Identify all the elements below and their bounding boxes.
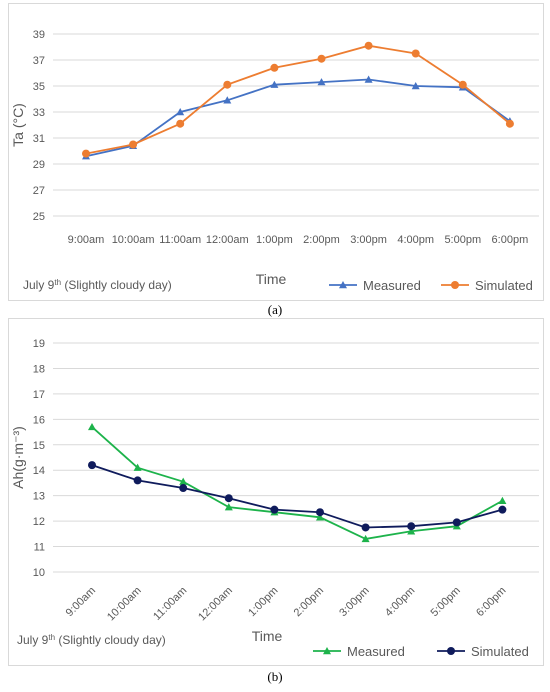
x-tick-label: 4:00pm xyxy=(397,234,434,246)
x-tick-label: 2:00pm xyxy=(292,585,326,619)
y-tick-label: 10 xyxy=(33,567,45,579)
data-point-measured xyxy=(317,78,326,86)
y-tick-label: 18 xyxy=(33,363,45,375)
x-tick-label: 12:00am xyxy=(196,585,235,624)
data-point-simulated xyxy=(270,505,279,514)
data-point-measured xyxy=(364,75,373,83)
y-tick-label: 35 xyxy=(33,81,45,93)
x-tick-label: 10:00am xyxy=(112,234,155,246)
x-tick-label: 1:00pm xyxy=(256,234,293,246)
legend-marker-simulated xyxy=(451,281,459,289)
data-point-measured xyxy=(224,503,233,511)
y-tick-label: 37 xyxy=(33,55,45,67)
y-axis-title: Ta (°C) xyxy=(10,103,26,147)
data-point-measured xyxy=(498,496,507,504)
data-point-simulated xyxy=(223,80,232,89)
temperature-chart: 25 27 29 31 33 35 37 39 9:00am 10:00am 11:00am 12:0… xyxy=(10,29,539,293)
y-tick-label: 17 xyxy=(33,389,45,401)
x-tick-label: 3:00pm xyxy=(350,234,387,246)
humidity-chart: 10 11 12 13 14 15 16 17 18 19 9:00am 10:00am 11:00am… xyxy=(10,338,539,659)
data-point-simulated xyxy=(316,508,324,517)
data-point-measured xyxy=(179,477,188,485)
data-point-measured xyxy=(176,108,185,116)
data-point-measured xyxy=(223,96,232,104)
y-tick-label: 14 xyxy=(33,465,45,477)
data-point-measured xyxy=(407,527,416,535)
data-point-simulated xyxy=(361,523,370,532)
x-tick-label: 1:00pm xyxy=(246,585,280,619)
data-point-measured xyxy=(411,82,420,90)
data-point-measured xyxy=(316,513,324,521)
x-tick-label: 2:00pm xyxy=(303,234,340,246)
y-tick-label: 31 xyxy=(33,133,45,145)
y-tick-label: 11 xyxy=(34,542,45,554)
x-tick-label: 9:00am xyxy=(64,585,98,619)
series-line-simulated xyxy=(91,464,503,529)
x-tick-label: 11:00am xyxy=(159,234,201,246)
data-point-simulated xyxy=(224,494,233,503)
data-point-simulated xyxy=(364,41,373,50)
x-tick-label: 11:00am xyxy=(151,585,189,623)
series-line-measured xyxy=(85,78,511,158)
x-tick-label: 4:00pm xyxy=(383,585,417,619)
data-point-simulated xyxy=(505,119,514,128)
y-tick-label: 19 xyxy=(33,338,45,350)
legend-label-measured: Measured xyxy=(347,644,405,659)
data-point-simulated xyxy=(82,149,90,158)
data-point-simulated xyxy=(133,476,142,485)
y-tick-label: 39 xyxy=(33,29,45,41)
data-point-simulated xyxy=(129,140,138,149)
chart-note: July 9th (Slightly cloudy day) xyxy=(23,278,172,293)
data-point-simulated xyxy=(458,80,467,89)
x-axis-title: Time xyxy=(252,628,283,644)
caption-b: (b) xyxy=(267,669,283,684)
chart-panel-a: 25 27 29 31 33 35 37 39 9:00am 10:00am 11:00am 12:0… xyxy=(8,3,544,301)
data-point-measured xyxy=(270,80,279,88)
y-tick-label: 15 xyxy=(33,440,45,452)
data-point-simulated xyxy=(317,54,326,63)
data-point-simulated xyxy=(176,119,185,128)
legend-marker-simulated xyxy=(447,647,455,655)
legend-label-simulated: Simulated xyxy=(475,278,533,293)
y-tick-label: 33 xyxy=(33,107,45,119)
data-point-measured xyxy=(88,422,96,431)
series-line-measured xyxy=(91,426,503,540)
data-point-simulated xyxy=(452,518,461,527)
x-tick-label: 6:00pm xyxy=(492,234,529,246)
x-tick-label: 6:00pm xyxy=(474,585,508,619)
y-tick-label: 25 xyxy=(33,211,45,223)
x-tick-label: 9:00am xyxy=(68,234,105,246)
x-tick-label: 10:00am xyxy=(105,585,144,624)
y-axis-title: Ah(g·m⁻³) xyxy=(10,426,26,489)
legend-label-simulated: Simulated xyxy=(471,644,529,659)
y-tick-label: 29 xyxy=(33,159,45,171)
legend-label-measured: Measured xyxy=(363,278,421,293)
y-tick-label: 16 xyxy=(33,414,45,426)
x-axis-title: Time xyxy=(256,271,287,287)
data-point-simulated xyxy=(270,63,279,72)
data-point-measured xyxy=(133,463,142,471)
data-point-simulated xyxy=(88,461,96,470)
caption-a: (a) xyxy=(267,302,283,317)
data-point-simulated xyxy=(407,522,416,531)
legend-marker-measured xyxy=(339,281,347,289)
legend-marker-measured xyxy=(323,647,331,655)
y-tick-label: 27 xyxy=(33,185,45,197)
data-point-measured xyxy=(361,534,370,543)
data-point-simulated xyxy=(411,49,420,58)
chart-note: July 9th (Slightly cloudy day) xyxy=(17,633,166,648)
x-tick-label: 5:00pm xyxy=(444,234,481,246)
x-tick-label: 5:00pm xyxy=(428,585,462,619)
y-tick-label: 12 xyxy=(33,516,45,528)
data-point-simulated xyxy=(179,484,188,493)
data-point-simulated xyxy=(498,505,507,514)
chart-panel-b: 10 11 12 13 14 15 16 17 18 19 9:00am 10:00am 11:00am… xyxy=(8,318,544,666)
x-tick-label: 12:00am xyxy=(206,234,249,246)
series-line-simulated xyxy=(85,44,511,155)
x-tick-label: 3:00pm xyxy=(337,585,371,619)
y-tick-label: 13 xyxy=(33,491,45,503)
